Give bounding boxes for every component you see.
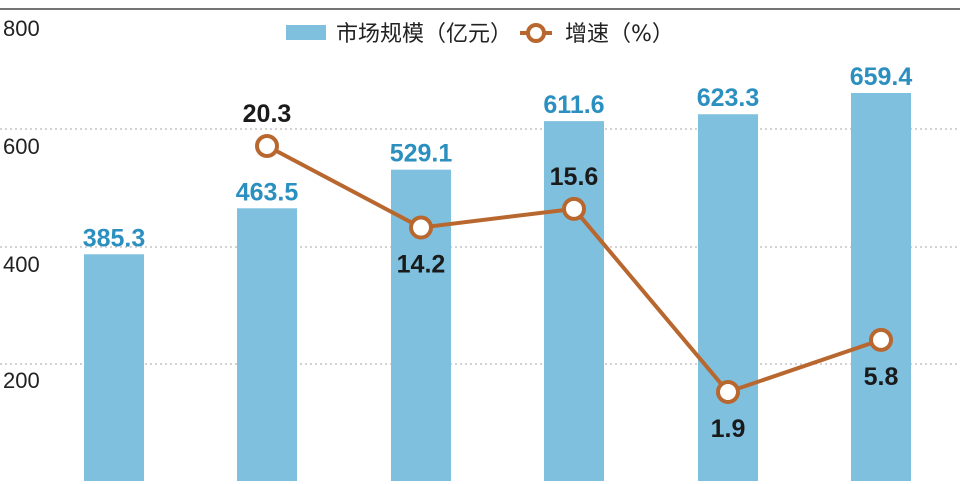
line-point xyxy=(869,327,893,352)
legend-line-label: 增速（%） xyxy=(565,22,674,47)
bar-data-label: 659.4 xyxy=(850,63,913,91)
y-tick-label: 800 xyxy=(3,16,40,41)
bar xyxy=(544,121,604,482)
line-data-label: 20.3 xyxy=(243,100,292,128)
grid xyxy=(0,128,960,365)
line-point xyxy=(562,196,586,221)
legend: 市场规模（亿元） 增速（%） xyxy=(286,22,674,47)
bar xyxy=(698,114,758,482)
y-tick-label: 600 xyxy=(3,134,40,159)
y-axis: 200 400 600 800 xyxy=(3,16,40,393)
line-point xyxy=(409,215,433,240)
bar-data-label: 623.3 xyxy=(697,84,760,112)
bar-data-label: 385.3 xyxy=(83,224,146,252)
bar xyxy=(84,254,144,481)
line-data-label: 15.6 xyxy=(550,163,599,191)
y-tick-label: 200 xyxy=(3,368,40,393)
bar xyxy=(237,208,297,481)
y-tick-label: 400 xyxy=(3,252,40,277)
line-data-label: 5.8 xyxy=(864,363,899,391)
line-series: 20.3 14.2 15.6 1.9 5.8 xyxy=(243,100,899,443)
bar-data-label: 611.6 xyxy=(543,91,604,119)
line-point xyxy=(255,134,279,158)
line-point xyxy=(716,380,740,404)
legend-bar-swatch xyxy=(286,25,326,40)
bar-data-label: 529.1 xyxy=(390,140,453,168)
bar-series: 385.3 463.5 529.1 611.6 623.3 659.4 xyxy=(83,63,913,482)
bar-data-label: 463.5 xyxy=(236,178,299,206)
line-data-label: 1.9 xyxy=(711,415,746,443)
legend-line-marker xyxy=(526,23,546,43)
line-data-label: 14.2 xyxy=(397,251,446,279)
legend-bar-label: 市场规模（亿元） xyxy=(336,22,512,47)
bar xyxy=(851,93,911,481)
